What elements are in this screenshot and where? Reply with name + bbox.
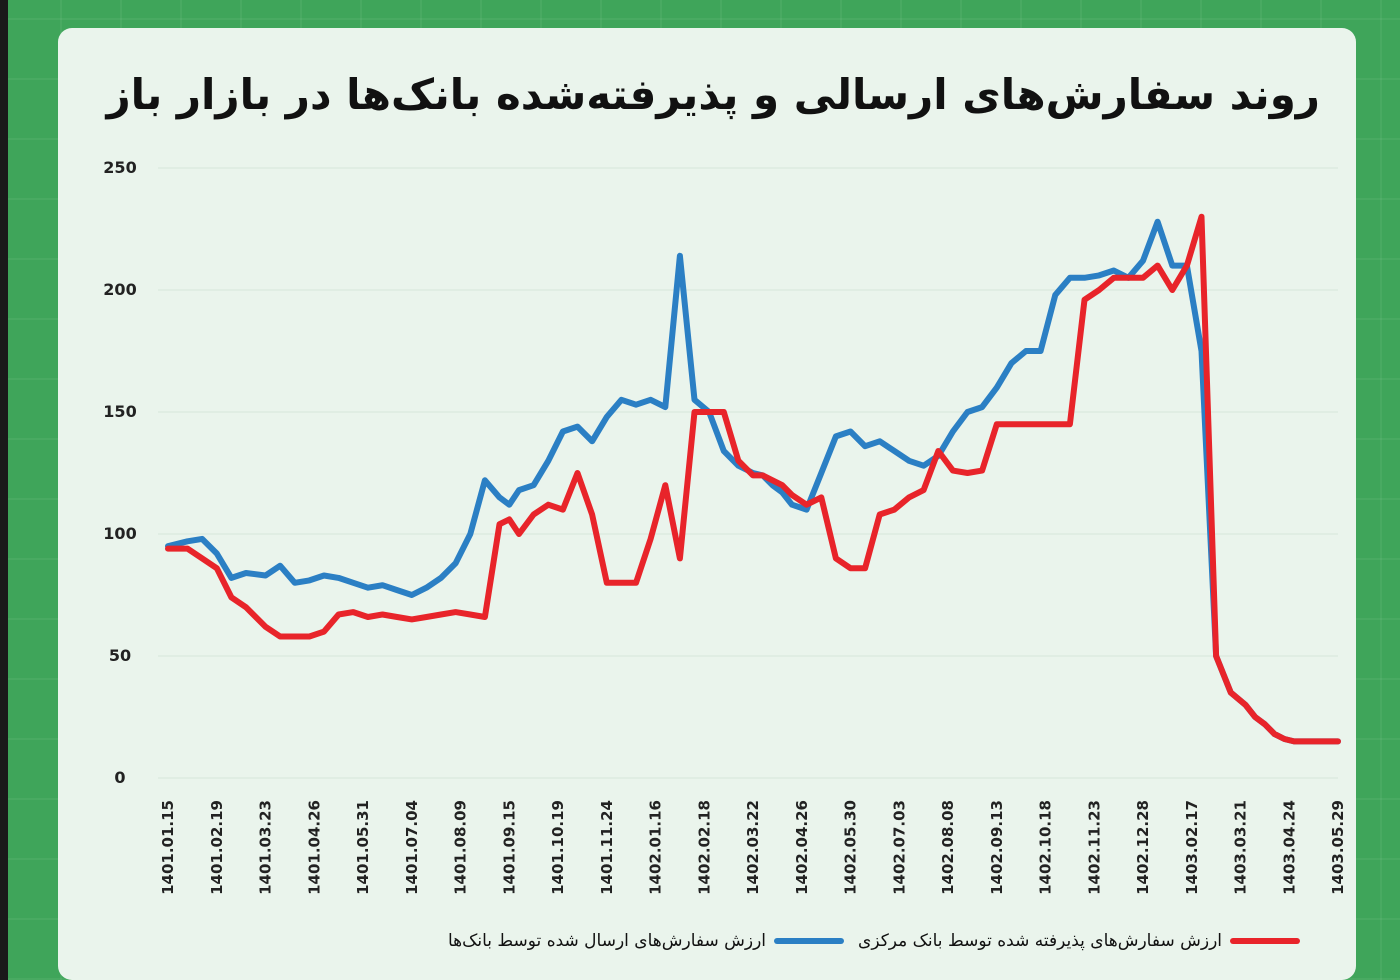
y-tick-label: 200 — [103, 280, 136, 299]
x-tick-label: 1401.05.31 — [354, 800, 372, 895]
legend-item-blue: ارزش سفارش‌های ارسال شده توسط بانک‌ها — [447, 931, 845, 951]
x-tick-label: 1401.11.24 — [598, 800, 616, 895]
x-tick-label: 1401.09.15 — [500, 800, 518, 895]
x-tick-label: 1403.02.17 — [1183, 800, 1201, 895]
legend-item-red: ارزش سفارش‌های پذیرفته شده توسط بانک مرک… — [858, 931, 1300, 951]
x-tick-label: 1403.05.29 — [1329, 800, 1347, 895]
x-tick-label: 1402.05.30 — [842, 800, 860, 895]
legend-swatch-blue — [774, 938, 845, 944]
series-lines — [165, 213, 1341, 745]
x-tick-label: 1401.01.15 — [159, 800, 177, 895]
x-tick-label: 1402.04.26 — [793, 800, 811, 895]
legend-swatch-red — [1230, 938, 1300, 944]
legend: ارزش سفارش‌های پذیرفته شده توسط بانک مرک… — [120, 924, 1300, 958]
x-tick-label: 1402.01.16 — [647, 800, 665, 895]
series-line-blue — [165, 218, 1341, 745]
x-tick-label: 1402.03.22 — [744, 800, 762, 895]
x-tick-label: 1401.07.04 — [403, 800, 421, 895]
y-tick-label: 250 — [103, 158, 136, 177]
x-tick-label: 1402.09.13 — [988, 800, 1006, 895]
x-tick-label: 1403.04.24 — [1280, 800, 1298, 895]
x-tick-label: 1401.02.19 — [208, 800, 226, 895]
chart-title: روند سفارش‌های ارسالی و پذیرفته‌شده بانک… — [106, 70, 1321, 119]
x-tick-label: 1402.12.28 — [1134, 800, 1152, 895]
x-tick-label: 1402.08.08 — [939, 800, 957, 895]
y-tick-label: 150 — [103, 402, 136, 421]
legend-label-blue: ارزش سفارش‌های ارسال شده توسط بانک‌ها — [447, 931, 767, 951]
x-tick-label: 1402.11.23 — [1085, 800, 1103, 895]
x-tick-label: 1402.07.03 — [890, 800, 908, 895]
x-tick-label: 1401.08.09 — [452, 800, 470, 895]
legend-label-red: ارزش سفارش‌های پذیرفته شده توسط بانک مرک… — [858, 931, 1222, 951]
x-tick-label: 1401.04.26 — [305, 800, 323, 895]
y-tick-label: 100 — [103, 524, 136, 543]
y-tick-label: 0 — [114, 768, 125, 787]
grid-lines — [158, 167, 1338, 779]
x-tick-label: 1403.03.21 — [1232, 800, 1250, 895]
x-tick-label: 1402.02.18 — [695, 800, 713, 895]
chart-card — [58, 28, 1356, 980]
y-tick-label: 50 — [109, 646, 131, 665]
x-tick-label: 1401.03.23 — [257, 800, 275, 895]
x-axis-ticks: 1401.01.15 1401.02.19 1401.03.23 1401.04.26… — [159, 800, 1347, 895]
y-axis-ticks: 0 50 100 150 200 250 — [103, 158, 136, 787]
x-tick-label: 1401.10.19 — [549, 800, 567, 895]
series-line-red — [165, 213, 1341, 745]
left-edge-bar — [0, 0, 8, 980]
x-tick-label: 1402.10.18 — [1037, 800, 1055, 895]
